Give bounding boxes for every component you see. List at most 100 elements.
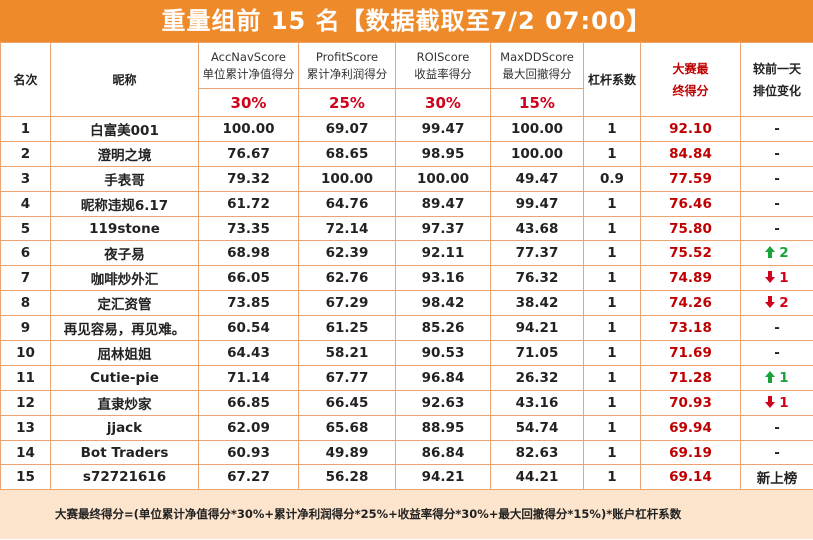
- cell: 100.00: [298, 165, 396, 192]
- nickname: jjack: [50, 414, 199, 441]
- cell: 1: [0, 116, 51, 142]
- cell: 60.54: [198, 315, 299, 342]
- data-row: 7 咖啡炒外汇 66.05 62.76 93.16 76.32 1 74.89 1: [0, 265, 813, 292]
- change-text: -: [774, 220, 780, 237]
- data-row: 14 Bot Traders 60.93 49.89 86.84 82.63 1 69.19 -: [0, 439, 813, 466]
- cell: 62.09: [198, 414, 299, 441]
- cell: 71.05: [490, 340, 584, 366]
- cell: 98.42: [395, 290, 491, 317]
- header-line: 最大回撤得分: [502, 66, 572, 81]
- cell: 1: [583, 140, 641, 167]
- cell: 64.43: [198, 340, 299, 366]
- weight: 25%: [298, 88, 396, 117]
- data-row: 3 手表哥 79.32 100.00 100.00 49.47 0.9 77.59-: [0, 165, 813, 192]
- header-line: AccNavScore: [211, 49, 286, 64]
- cell: 88.95: [395, 414, 491, 441]
- nickname: Bot Traders: [50, 439, 199, 466]
- cell: 66.85: [198, 389, 299, 416]
- cell: 89.47: [395, 190, 491, 217]
- cell: 75.52: [640, 240, 741, 267]
- cell: 100.00: [395, 165, 491, 192]
- cell: 4: [0, 190, 51, 217]
- change-text: -: [774, 444, 780, 461]
- cell: 74.89: [640, 265, 741, 292]
- cell: 73.35: [198, 215, 299, 242]
- nickname: 澄明之境: [50, 140, 199, 167]
- cell: 61.25: [298, 315, 396, 342]
- cell: 76.32: [490, 265, 584, 292]
- rank-change: 2: [740, 290, 813, 317]
- cell: 69.07: [298, 116, 396, 142]
- cell: 69.14: [640, 464, 741, 491]
- rank-change: -: [740, 190, 813, 217]
- cell: 98.95: [395, 140, 491, 167]
- rank-change: 1: [740, 265, 813, 292]
- cell: 73.18: [640, 315, 741, 342]
- cell: 1: [583, 439, 641, 466]
- header-line: 排位变化: [752, 83, 801, 98]
- table-header: 名次 昵称 AccNavScore 单位累计净值得分 ProfitScore 累计净利润得…: [0, 42, 813, 117]
- weight: 30%: [395, 88, 491, 117]
- data-row: 12 直隶炒家 66.85 66.45 92.63 43.16 1 70.93 1: [0, 389, 813, 416]
- rank-change: -: [740, 215, 813, 242]
- cell: 62.39: [298, 240, 396, 267]
- cell: 1: [583, 240, 641, 267]
- trend-icon: [765, 370, 776, 386]
- header-line: 较前一天: [752, 61, 801, 76]
- header-line: MaxDDScore: [500, 49, 574, 64]
- change-text: -: [774, 170, 780, 187]
- header-line: ProfitScore: [315, 49, 379, 64]
- cell: 92.63: [395, 389, 491, 416]
- nickname: 再见容易，再见难。: [50, 315, 199, 342]
- header-line: 名次: [13, 72, 38, 87]
- rank-change: 1: [740, 364, 813, 391]
- cell: 1: [583, 265, 641, 292]
- cell: 1: [583, 215, 641, 242]
- change-text: -: [774, 419, 780, 436]
- cell: 44.21: [490, 464, 584, 491]
- cell: 9: [0, 315, 51, 342]
- ranking-table: 名次 昵称 AccNavScore 单位累计净值得分 ProfitScore 累计净利润得…: [0, 42, 813, 491]
- cell: 90.53: [395, 340, 491, 366]
- cell: 43.16: [490, 389, 584, 416]
- cell: 76.46: [640, 190, 741, 217]
- cell: 26.32: [490, 364, 584, 391]
- cell: 82.63: [490, 439, 584, 466]
- change-value: 2: [779, 245, 789, 262]
- cell: 1: [583, 464, 641, 491]
- column-header: 较前一天 排位变化: [740, 42, 813, 117]
- header-line: 杠杆系数: [587, 72, 636, 87]
- nickname: 定汇资管: [50, 290, 199, 317]
- change-value: 1: [779, 394, 789, 411]
- cell: 7: [0, 265, 51, 292]
- cell: 71.14: [198, 364, 299, 391]
- cell: 1: [583, 116, 641, 142]
- cell: 58.21: [298, 340, 396, 366]
- column-header: 杠杆系数: [583, 42, 641, 117]
- nickname: 直隶炒家: [50, 389, 199, 416]
- cell: 11: [0, 364, 51, 391]
- cell: 77.59: [640, 165, 741, 192]
- cell: 92.10: [640, 116, 741, 142]
- trend-icon: [765, 245, 776, 261]
- cell: 62.76: [298, 265, 396, 292]
- nickname: 白富美001: [50, 116, 199, 142]
- column-header: ROIScore 收益率得分: [395, 42, 491, 89]
- cell: 71.69: [640, 340, 741, 366]
- data-row: 13 jjack 62.09 65.68 88.95 54.74 1 69.94 -: [0, 414, 813, 441]
- cell: 67.27: [198, 464, 299, 491]
- rank-change: -: [740, 165, 813, 192]
- nickname: 夜子易: [50, 240, 199, 267]
- data-row: 4 昵称违规6.17 61.72 64.76 89.47 99.47 1 76.46 -: [0, 190, 813, 217]
- cell: 97.37: [395, 215, 491, 242]
- cell: 8: [0, 290, 51, 317]
- change-text: -: [774, 320, 780, 337]
- cell: 56.28: [298, 464, 396, 491]
- cell: 1: [583, 340, 641, 366]
- cell: 69.94: [640, 414, 741, 441]
- nickname: s72721616: [50, 464, 199, 491]
- cell: 66.05: [198, 265, 299, 292]
- cell: 49.47: [490, 165, 584, 192]
- data-row: 9 再见容易，再见难。 60.54 61.25 85.26 94.21 1 73.18 -: [0, 315, 813, 342]
- nickname: 昵称违规6.17: [50, 190, 199, 217]
